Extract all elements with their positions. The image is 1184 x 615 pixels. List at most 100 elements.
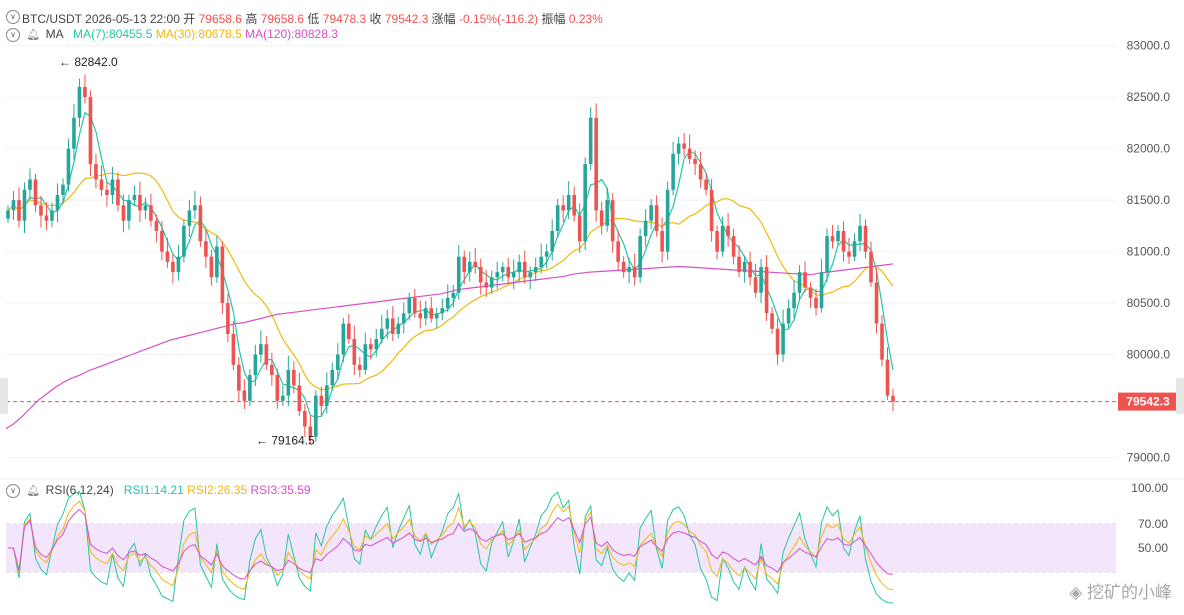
candle-body xyxy=(616,241,620,262)
candle-body xyxy=(105,189,109,195)
candle-body xyxy=(858,225,862,242)
rsi3-value: RSI3:35.59 xyxy=(250,483,311,497)
candle-body xyxy=(248,375,252,401)
candle-body xyxy=(880,323,884,360)
ohlc-header: BTC/USDT 2026-05-13 22:00 开 79658.6 高 79… xyxy=(22,10,603,27)
rsi1-value: RSI1:14.21 xyxy=(123,483,184,497)
candle-body xyxy=(643,220,648,237)
rsi2-value: RSI2:26.35 xyxy=(187,483,248,497)
candle-body xyxy=(847,251,851,257)
candle-body xyxy=(401,313,406,324)
ma-title[interactable]: MA xyxy=(45,27,63,41)
candle-body xyxy=(440,308,445,314)
candle-body xyxy=(764,267,769,314)
candle-body xyxy=(649,205,653,221)
collapse-header-button[interactable]: ∨ xyxy=(6,9,23,24)
candle-body xyxy=(775,328,780,355)
candle-body xyxy=(61,184,65,195)
ma7-value: MA(7):80455.5 xyxy=(73,27,153,41)
candle-body xyxy=(330,369,335,386)
amplitude-label: 振幅 xyxy=(541,12,566,26)
candle-body xyxy=(379,328,384,340)
rsi-tick-label: 100.00 xyxy=(1131,481,1168,495)
candle-body xyxy=(627,267,631,273)
candle-body xyxy=(99,179,104,190)
rsi3-line xyxy=(8,508,894,580)
candle-body xyxy=(528,272,533,278)
candle-body xyxy=(336,354,340,370)
close-label: 收 xyxy=(369,12,382,26)
rsi1-line xyxy=(8,490,894,604)
candle-body xyxy=(814,297,818,309)
candle-body xyxy=(226,303,230,334)
candle-body xyxy=(726,225,730,237)
candle-body xyxy=(396,323,401,334)
candle-body xyxy=(638,236,642,278)
candle-body xyxy=(533,267,538,273)
candle-body xyxy=(165,251,170,262)
candle-body xyxy=(116,179,120,206)
open-label: 开 xyxy=(183,12,196,26)
candle-body xyxy=(484,282,489,288)
chevron-down-icon[interactable]: ∨ xyxy=(6,27,20,42)
candle-body xyxy=(242,390,247,401)
candle-body xyxy=(418,313,423,319)
candle-body xyxy=(319,395,324,406)
candle-body xyxy=(825,236,829,273)
candle-body xyxy=(270,364,274,376)
left-scroll-handle[interactable] xyxy=(0,378,8,414)
candle-body xyxy=(220,246,225,304)
low-label: 低 xyxy=(307,12,320,26)
right-scroll-handle[interactable] xyxy=(1176,378,1184,414)
candle-body xyxy=(599,210,604,226)
bell-icon[interactable]: 🔔︎ xyxy=(26,485,41,498)
candle-body xyxy=(583,164,587,242)
candle-body xyxy=(819,272,824,309)
candle-body xyxy=(407,297,412,314)
candle-body xyxy=(11,200,16,211)
candle-body xyxy=(759,267,763,293)
symbol: BTC/USDT xyxy=(22,12,82,26)
candle-body xyxy=(720,225,725,252)
candle-body xyxy=(742,261,747,273)
candle-body xyxy=(143,205,148,211)
candle-body xyxy=(885,359,890,396)
candle-body xyxy=(797,272,802,293)
candle-body xyxy=(22,189,27,221)
candle-body xyxy=(412,297,417,314)
current-price-label: 79542.3 xyxy=(1126,395,1170,409)
candle-body xyxy=(209,256,214,278)
candle-body xyxy=(632,267,637,278)
candle-body xyxy=(693,158,697,165)
candle-body xyxy=(715,230,719,252)
candle-body xyxy=(132,194,137,201)
candle-body xyxy=(852,241,857,257)
candles xyxy=(6,74,895,445)
candle-body xyxy=(385,318,390,329)
rsi-lines xyxy=(8,490,894,604)
bell-icon[interactable]: 🔔︎ xyxy=(26,29,41,42)
candle-body xyxy=(709,189,714,231)
candle-body xyxy=(550,230,554,252)
y-tick-label: 82000.0 xyxy=(1127,142,1171,156)
low-value: 79478.3 xyxy=(322,12,367,26)
rsi2-line xyxy=(8,500,894,590)
ma30-line xyxy=(7,172,894,391)
datetime: 2026-05-13 22:00 xyxy=(85,12,180,26)
candle-body xyxy=(154,220,159,231)
candle-body xyxy=(451,292,456,298)
candle-body xyxy=(572,194,576,216)
candle-body xyxy=(605,200,609,226)
low-marker-label: ← 79164.5 xyxy=(256,433,315,447)
candle-body xyxy=(347,323,351,340)
chevron-down-icon[interactable]: ∨ xyxy=(6,483,20,498)
candle-body xyxy=(286,369,291,396)
rsi-title[interactable]: RSI(6,12,24) xyxy=(45,483,114,497)
y-tick-label: 82500.0 xyxy=(1127,90,1171,104)
candle-body xyxy=(187,210,192,226)
candle-body xyxy=(325,385,329,406)
candle-body xyxy=(781,323,785,355)
candle-body xyxy=(665,189,670,252)
candle-body xyxy=(160,230,164,252)
